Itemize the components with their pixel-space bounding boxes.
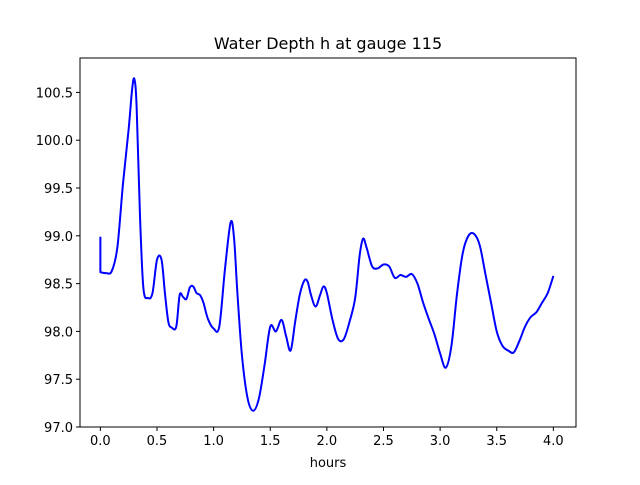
x-tick-label: 1.0 [203,434,224,449]
y-tick-label: 97.0 [44,421,73,436]
y-tick-label: 99.0 [44,230,73,245]
water-depth-line [99,77,555,412]
plot-frame [79,57,577,428]
plot-area [99,77,555,412]
x-tick-label: 2.5 [373,434,394,449]
y-tick-label: 98.5 [44,278,73,293]
axis-ticks: 0.0 0.5 1.0 1.5 2.0 2.5 3.0 3.5 4.0 97.0 97.5 98.0 9… [36,86,564,449]
x-tick-label: 0.5 [147,434,168,449]
chart-title: Water Depth h at gauge 115 [214,34,442,53]
x-tick-label: 3.5 [486,434,507,449]
x-tick-label: 4.0 [543,434,564,449]
x-tick-label: 1.5 [260,434,281,449]
y-tick-label: 98.0 [44,325,73,340]
x-axis-label: hours [310,456,347,471]
x-tick-label: 3.0 [430,434,451,449]
y-tick-label: 97.5 [44,373,73,388]
x-tick-label: 2.0 [317,434,338,449]
y-tick-label: 99.5 [44,182,73,197]
y-tick-label: 100.0 [36,134,73,149]
x-tick-label: 0.0 [90,434,111,449]
y-tick-label: 100.5 [36,86,73,101]
